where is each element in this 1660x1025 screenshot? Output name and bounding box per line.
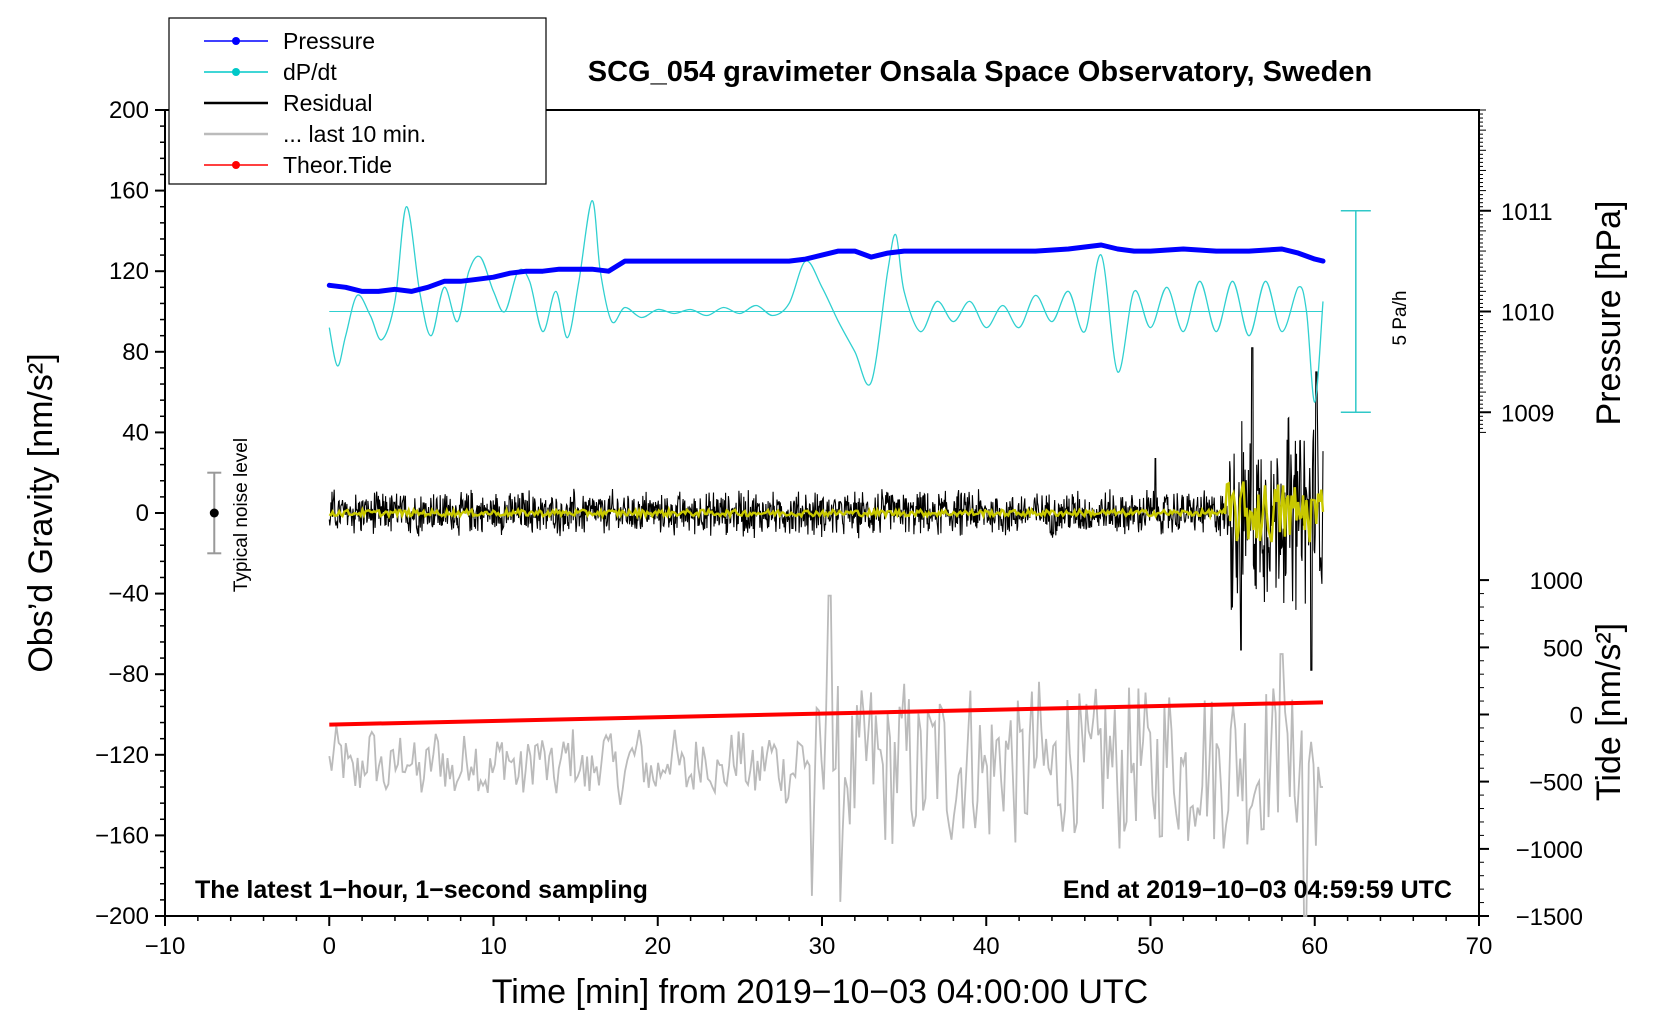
dpdt-line (328, 200, 1324, 403)
y-tick-label: 0 (136, 500, 149, 527)
y-axis-title-tide: Tide [nm/s²] (1590, 623, 1628, 801)
y-tick-label: −160 (95, 822, 149, 849)
y-axis-title-left: Obs’d Gravity [nm/s²] (22, 353, 60, 672)
y-tick-label: −120 (95, 742, 149, 769)
noise-level-label: Typical noise level (231, 438, 252, 592)
tide-tick-label: 1000 (1530, 568, 1583, 595)
legend-label: ... last 10 min. (283, 121, 426, 147)
tide-tick-label: −500 (1529, 770, 1583, 797)
legend-marker (232, 161, 240, 169)
y-tick-label: 120 (109, 258, 149, 285)
series-layer (326, 200, 1326, 917)
x-tick-label: −10 (145, 933, 186, 960)
tide-tick-label: 0 (1570, 703, 1583, 730)
legend-label: Residual (283, 90, 373, 116)
x-axis-title: Time [min] from 2019−10−03 04:00:00 UTC (492, 973, 1148, 1011)
legend: Pressure dP/dt Residual ... last 10 min. The… (168, 17, 547, 185)
x-tick-label: 20 (644, 933, 671, 960)
legend-label: dP/dt (283, 59, 337, 85)
pressure-tick-label: 1010 (1501, 300, 1554, 327)
annotation-layer (207, 210, 1371, 555)
ticks-layer: −10 0 10 20 30 40 50 60 70 200 160 120 80 40 0 −40 −80 −1… (95, 97, 1583, 960)
legend-label: Pressure (283, 28, 375, 54)
tide-tick-label: −1500 (1516, 904, 1583, 931)
x-tick-label: 50 (1137, 933, 1164, 960)
x-tick-label: 70 (1466, 933, 1493, 960)
pressure-line (326, 242, 1326, 294)
y-tick-label: −80 (108, 661, 149, 688)
dpdt-scale-label: 5 Pa/h (1390, 291, 1411, 346)
annotation-sampling: The latest 1−hour, 1−second sampling (195, 876, 648, 904)
theoretical-tide-line (329, 700, 1324, 727)
y-tick-label: 40 (122, 419, 149, 446)
y-tick-label: 200 (109, 97, 149, 124)
x-tick-label: 40 (973, 933, 1000, 960)
pressure-tick-label: 1009 (1501, 400, 1554, 427)
y-axis-title-pressure: Pressure [hPa] (1590, 201, 1628, 426)
x-tick-label: 0 (323, 933, 336, 960)
legend-items: Pressure dP/dt Residual ... last 10 min. The… (204, 28, 426, 178)
pressure-tick-label: 1011 (1501, 199, 1553, 226)
annotation-end-time: End at 2019−10−03 04:59:59 UTC (1063, 876, 1452, 904)
legend-marker (232, 68, 240, 76)
legend-marker (232, 37, 240, 45)
x-tick-label: 60 (1301, 933, 1328, 960)
x-tick-label: 10 (480, 933, 507, 960)
last-10-min-line (328, 594, 1323, 917)
y-tick-label: −40 (108, 581, 149, 608)
legend-box (168, 17, 547, 185)
x-tick-label: 30 (809, 933, 836, 960)
y-tick-label: 80 (122, 339, 149, 366)
chart-title: SCG_054 gravimeter Onsala Space Observat… (588, 56, 1372, 88)
residual-line (328, 347, 1324, 671)
y-tick-label: −200 (95, 903, 149, 930)
tide-tick-label: 500 (1543, 635, 1583, 662)
residual-smoothed-line (328, 481, 1325, 543)
y-tick-label: 160 (109, 178, 149, 205)
noise-bar-dot (209, 508, 219, 518)
legend-label: Theor.Tide (283, 152, 392, 178)
tide-tick-label: −1000 (1516, 837, 1583, 864)
